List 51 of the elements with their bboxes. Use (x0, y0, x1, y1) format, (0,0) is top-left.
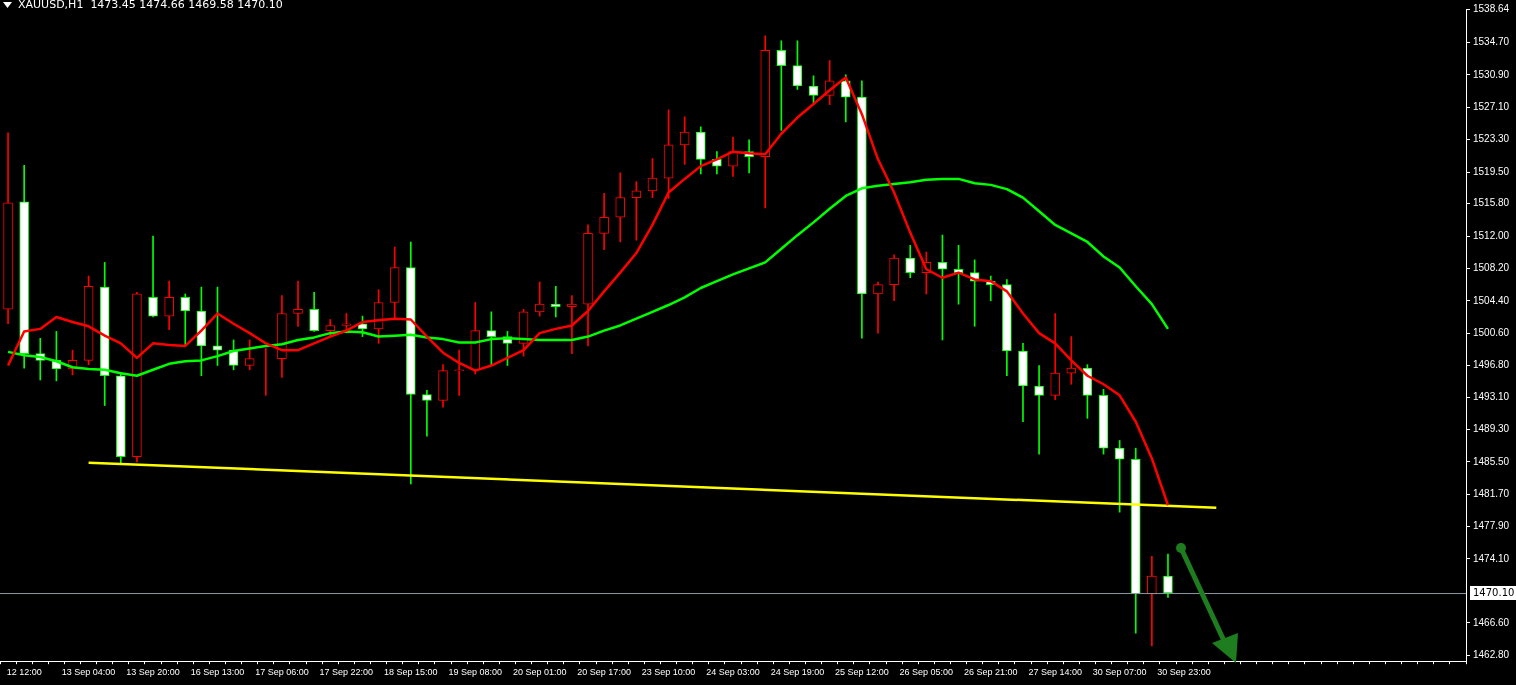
candlestick (679, 116, 690, 165)
y-tick-label: 1493.10 (1473, 390, 1510, 402)
y-tick-label: 1538.64 (1473, 2, 1510, 14)
x-tick-label: 30 Sep 23:00 (1157, 667, 1211, 678)
x-tick-label: 24 Sep 19:00 (770, 667, 825, 678)
y-tick-label: 1474.10 (1473, 552, 1510, 564)
x-tick-label: 20 Sep 17:00 (577, 667, 631, 678)
y-tick-label: 1477.90 (1473, 520, 1510, 532)
y-tick-label: 1462.80 (1473, 648, 1510, 660)
x-tick-label: 20 Sep 01:00 (512, 667, 567, 678)
candlestick (454, 349, 464, 396)
y-tick-label: 1534.70 (1473, 36, 1510, 48)
x-tick-label: 13 Sep 20:00 (126, 667, 180, 678)
candlestick (1147, 556, 1157, 647)
y-tick-label: 1508.20 (1473, 262, 1510, 274)
candlestick (148, 235, 158, 318)
y-tick-label: 1523.30 (1473, 133, 1510, 145)
y-tick-label: 1466.60 (1473, 616, 1510, 628)
x-tick-label: 19 Sep 08:00 (448, 667, 503, 678)
x-tick-label: 26 Sep 05:00 (899, 667, 954, 678)
y-tick-label: 1515.80 (1473, 197, 1510, 209)
x-tick-label: 27 Sep 14:00 (1028, 667, 1082, 678)
y-tick-label: 1512.00 (1473, 229, 1510, 241)
y-tick-label: 1504.40 (1473, 294, 1510, 306)
x-tick-label: 26 Sep 21:00 (963, 667, 1018, 678)
y-tick-label: 1496.80 (1473, 359, 1510, 371)
y-tick-label: 1485.50 (1473, 455, 1510, 467)
y-tick-label: 1530.90 (1473, 68, 1510, 80)
candlestick (1034, 365, 1044, 455)
candlestick (873, 281, 883, 334)
x-tick-label: 25 Sep 12:00 (835, 667, 889, 678)
chart-title: XAUUSD,H1 1473.45 1474.66 1469.58 1470.10 (18, 0, 283, 11)
x-tick-label: 17 Sep 06:00 (255, 667, 309, 678)
x-tick-label: 13 Sep 04:00 (61, 667, 116, 678)
y-tick-label: 1481.70 (1473, 487, 1510, 499)
y-tick-label: 1500.60 (1473, 326, 1510, 338)
y-tick-label: 1527.10 (1473, 101, 1510, 113)
x-tick-label: 16 Sep 13:00 (190, 667, 245, 678)
x-tick-label: 12 12:00 (6, 667, 42, 678)
y-tick-label: 1519.50 (1473, 165, 1510, 177)
candlestick (534, 281, 545, 317)
candlestick (1066, 336, 1077, 385)
ref-line-label: 1470.10 (1473, 586, 1515, 598)
x-tick-label: 18 Sep 15:00 (384, 667, 438, 678)
candlestick (422, 389, 432, 437)
x-tick-label: 17 Sep 22:00 (319, 667, 374, 678)
candlestick (293, 280, 303, 327)
y-tick-label: 1489.30 (1473, 423, 1510, 435)
x-tick-label: 30 Sep 07:00 (1092, 667, 1147, 678)
x-tick-label: 23 Sep 10:00 (641, 667, 696, 678)
x-tick-label: 24 Sep 03:00 (706, 667, 760, 678)
